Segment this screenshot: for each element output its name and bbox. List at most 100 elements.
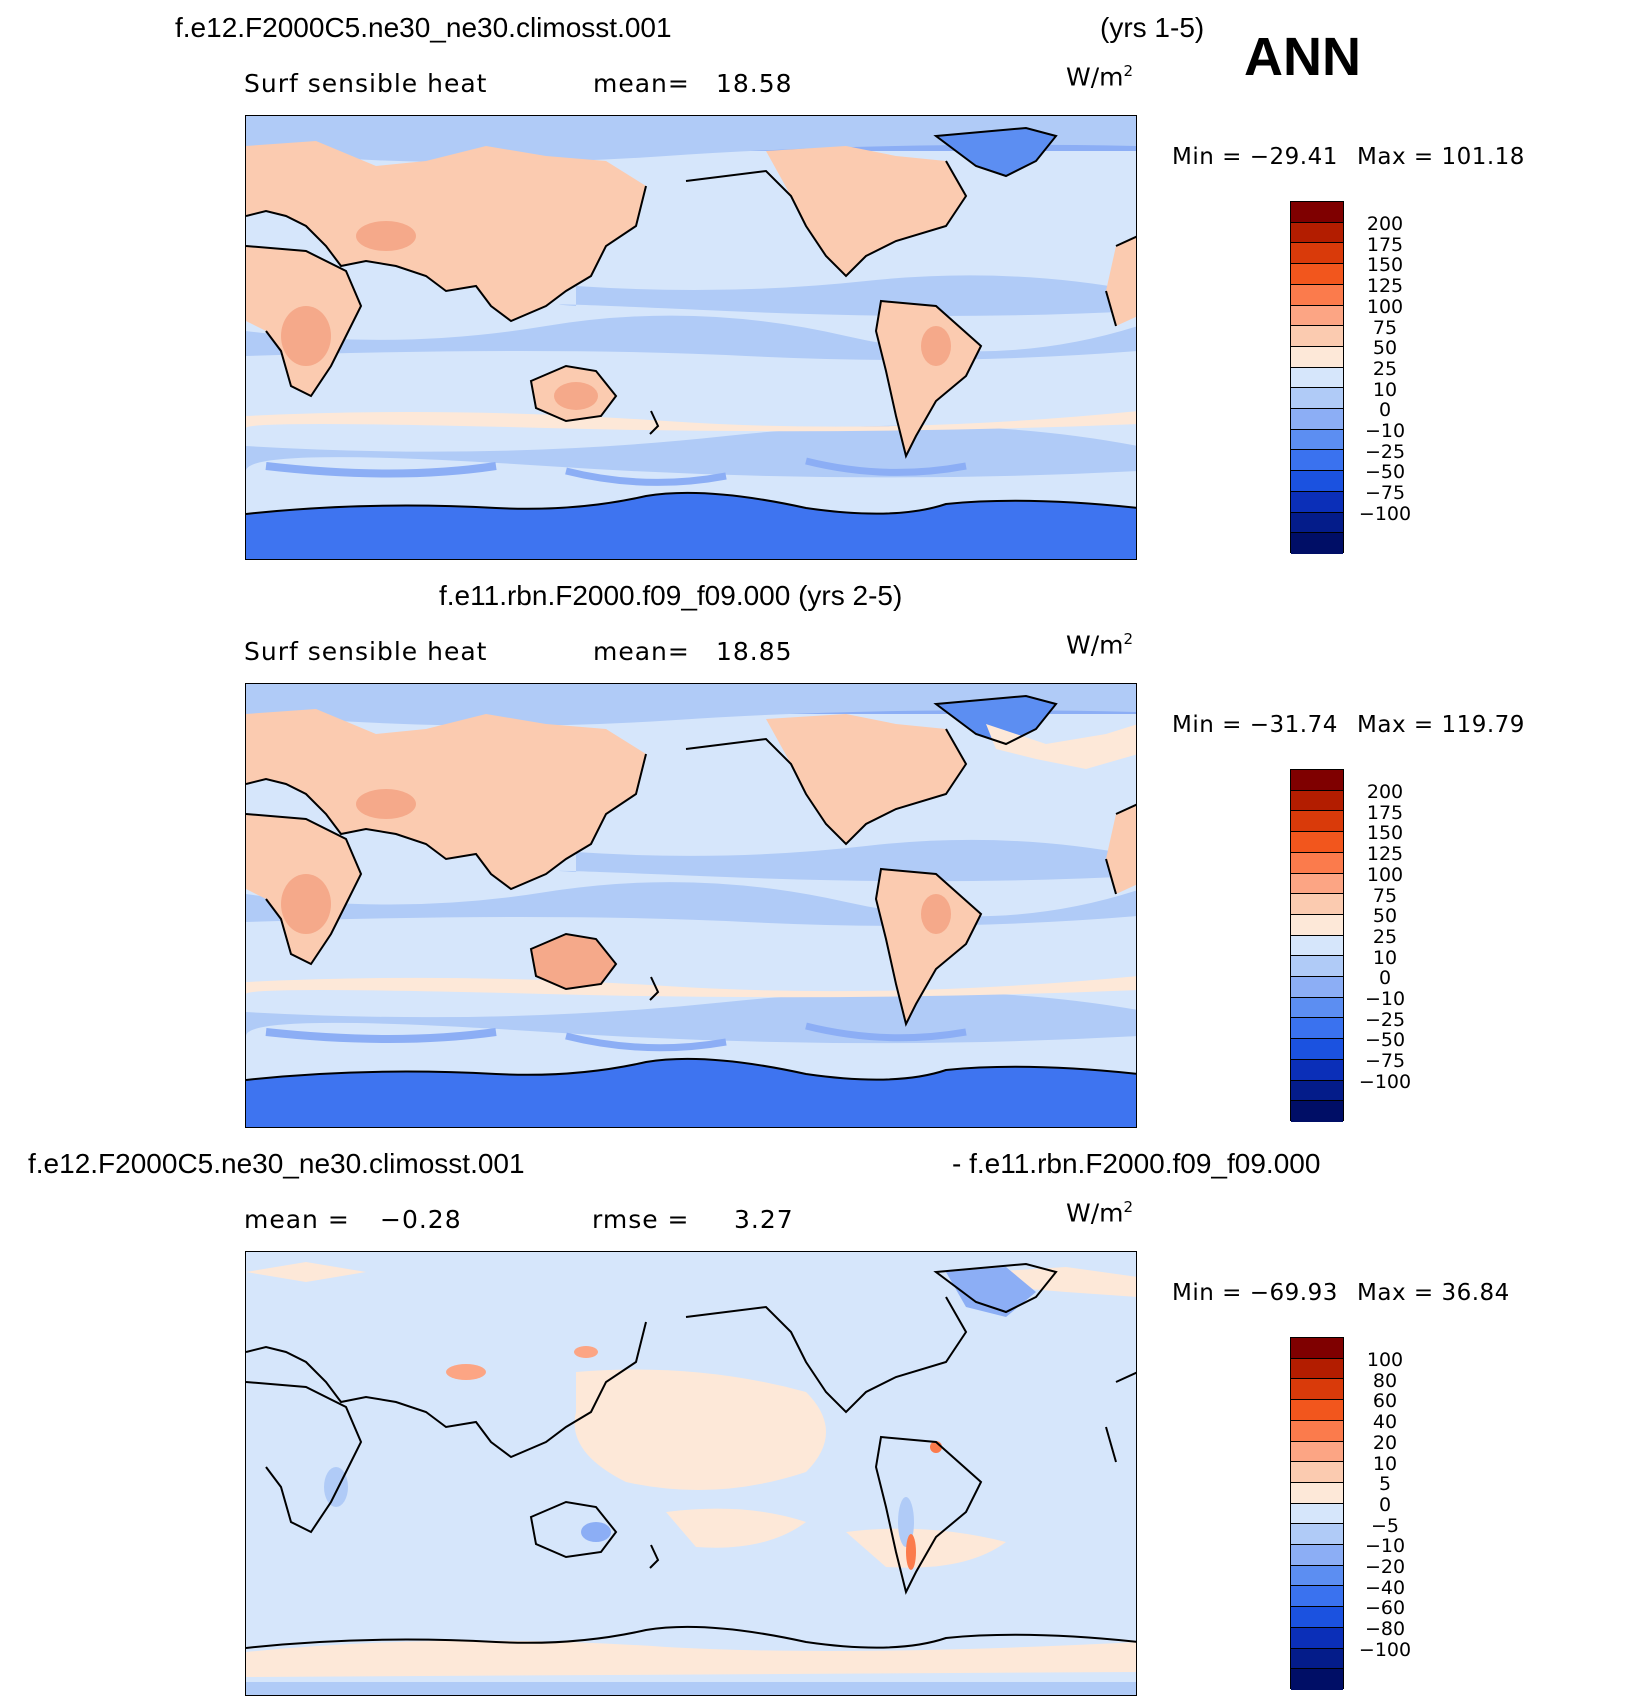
colorbar-tick-label: −100 (1358, 502, 1412, 525)
colorbar-tick-label: 80 (1372, 1369, 1398, 1392)
colorbar-swatch (1291, 852, 1343, 874)
panel2-units: W/m2 (1066, 630, 1134, 660)
colorbar-swatch (1291, 429, 1343, 451)
colorbar-tick-label: −75 (1364, 482, 1406, 505)
panel3-max: Max = 36.84 (1357, 1280, 1510, 1306)
colorbar-swatch (1291, 1101, 1343, 1122)
colorbar-swatch (1291, 305, 1343, 327)
panel1-mean-value: 18.58 (716, 69, 793, 98)
colorbar-tick-label: 100 (1366, 1349, 1404, 1371)
panel2-mean-value: 18.85 (716, 637, 793, 666)
colorbar-swatch (1291, 1379, 1343, 1401)
colorbar-tick-label: 5 (1378, 1473, 1392, 1496)
colorbar-tick-label: −25 (1364, 1008, 1406, 1031)
colorbar-swatch (1291, 1482, 1343, 1504)
panel1-units: W/m2 (1066, 62, 1134, 92)
panel3-rmse-value: 3.27 (734, 1205, 794, 1234)
colorbar-swatch (1291, 284, 1343, 306)
colorbar-swatch (1291, 894, 1343, 915)
panel2-colorbar (1290, 769, 1344, 1122)
panel3-rmse-label: rmse = (592, 1205, 690, 1234)
colorbar-swatch (1291, 512, 1343, 534)
colorbar-tick-label: −75 (1364, 1050, 1406, 1073)
panel3-mean-label: mean = (244, 1205, 350, 1234)
colorbar-swatch (1291, 222, 1343, 244)
colorbar-swatch (1291, 409, 1343, 430)
panel1-years: (yrs 1-5) (1100, 12, 1205, 43)
panel3-colorbar (1290, 1337, 1344, 1690)
colorbar-swatch (1291, 1607, 1343, 1628)
colorbar-tick-label: 200 (1366, 213, 1404, 235)
colorbar-swatch (1291, 1400, 1343, 1421)
colorbar-tick-label: 150 (1366, 822, 1404, 845)
panel1-mean-label: mean= (593, 69, 690, 98)
colorbar-swatch (1291, 346, 1343, 368)
colorbar-swatch (1291, 1441, 1343, 1463)
colorbar-swatch (1291, 1018, 1343, 1040)
colorbar-swatch (1291, 1524, 1343, 1546)
colorbar-swatch (1291, 471, 1343, 492)
colorbar-tick-label: −5 (1370, 1514, 1399, 1537)
colorbar-tick-label: 200 (1366, 781, 1404, 803)
colorbar-swatch (1291, 956, 1343, 978)
panel2-map (245, 683, 1137, 1128)
colorbar-tick-label: −50 (1364, 461, 1406, 484)
colorbar-swatch (1291, 914, 1343, 936)
colorbar-tick-label: −100 (1358, 1638, 1412, 1661)
colorbar-tick-label: 125 (1366, 843, 1404, 866)
colorbar-swatch (1291, 1586, 1343, 1608)
colorbar-swatch (1291, 832, 1343, 853)
colorbar-swatch (1291, 977, 1343, 998)
colorbar-tick-label: 0 (1378, 399, 1392, 422)
colorbar-tick-label: 10 (1372, 1452, 1398, 1475)
panel3-mean-value: −0.28 (380, 1205, 462, 1234)
panel2-mean-label: mean= (593, 637, 690, 666)
colorbar-tick-label: 10 (1372, 378, 1398, 401)
colorbar-swatch (1291, 243, 1343, 265)
colorbar-tick-label: −80 (1364, 1618, 1406, 1641)
colorbar-swatch (1291, 1338, 1343, 1359)
colorbar-tick-label: 20 (1372, 1431, 1398, 1454)
panel1-map-svg (246, 116, 1136, 559)
colorbar-swatch (1291, 1545, 1343, 1566)
panel3-map-svg (246, 1252, 1136, 1695)
colorbar-swatch (1291, 491, 1343, 513)
colorbar-swatch (1291, 1420, 1343, 1442)
colorbar-swatch (1291, 264, 1343, 285)
colorbar-swatch (1291, 1648, 1343, 1670)
colorbar-tick-label: 50 (1372, 337, 1398, 360)
panel3-map (245, 1251, 1137, 1696)
colorbar-swatch (1291, 997, 1343, 1019)
colorbar-tick-label: −60 (1364, 1597, 1406, 1620)
colorbar-swatch (1291, 1627, 1343, 1649)
colorbar-swatch (1291, 1059, 1343, 1081)
colorbar-swatch (1291, 1503, 1343, 1525)
colorbar-tick-label: 175 (1366, 801, 1404, 824)
colorbar-tick-label: 100 (1366, 863, 1404, 886)
colorbar-swatch (1291, 450, 1343, 472)
colorbar-swatch (1291, 326, 1343, 347)
colorbar-tick-label: 0 (1378, 967, 1392, 990)
colorbar-tick-label: 75 (1372, 316, 1398, 339)
colorbar-tick-label: 175 (1366, 233, 1404, 256)
colorbar-swatch (1291, 935, 1343, 957)
colorbar-swatch (1291, 873, 1343, 895)
colorbar-tick-label: −100 (1358, 1070, 1412, 1093)
colorbar-tick-label: 40 (1372, 1411, 1398, 1434)
colorbar-swatch (1291, 1669, 1343, 1690)
colorbar-tick-label: −25 (1364, 440, 1406, 463)
colorbar-tick-label: 0 (1378, 1493, 1392, 1516)
panel2-title: f.e11.rbn.F2000.f09_f09.000 (yrs 2-5) (439, 580, 903, 611)
panel1-title: f.e12.F2000C5.ne30_ne30.climosst.001 (175, 12, 672, 43)
colorbar-tick-label: −10 (1364, 988, 1406, 1011)
colorbar-tick-label: −20 (1364, 1556, 1406, 1579)
panel3-units: W/m2 (1066, 1198, 1134, 1228)
panel1-variable: Surf sensible heat (244, 69, 488, 98)
colorbar-tick-label: −10 (1364, 1535, 1406, 1558)
colorbar-swatch (1291, 790, 1343, 812)
colorbar-swatch (1291, 367, 1343, 389)
panel2-max: Max = 119.79 (1357, 712, 1525, 738)
colorbar-tick-label: 10 (1372, 946, 1398, 969)
panel1-min: Min = −29.41 (1172, 144, 1338, 170)
colorbar-tick-label: 100 (1366, 295, 1404, 318)
